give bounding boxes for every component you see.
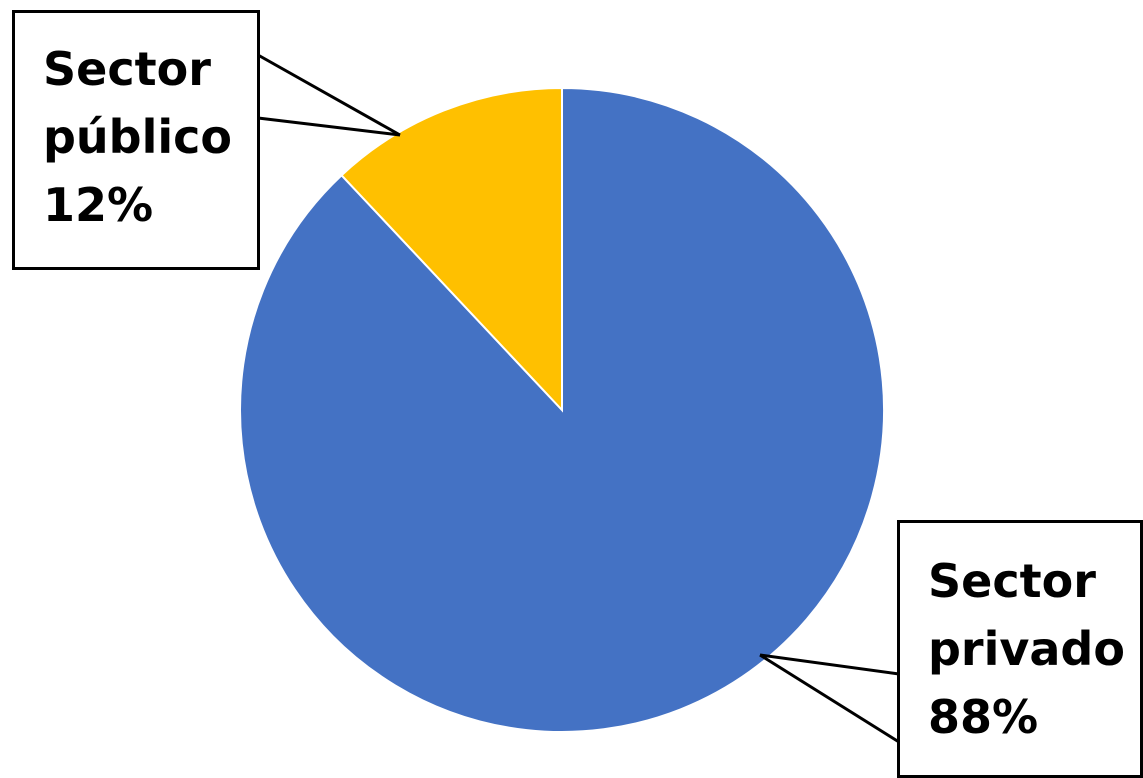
pie-slice-publico <box>340 86 563 413</box>
data-label-privado-percent: 88% <box>928 690 1039 744</box>
leader-lines <box>257 53 900 744</box>
data-label-sector-publico: Sector público 12% <box>12 10 260 270</box>
data-label-publico-percent: 12% <box>43 178 154 232</box>
data-label-privado-line2: privado <box>928 622 1125 676</box>
pie-slices <box>239 86 885 733</box>
data-label-publico-line1: Sector <box>43 42 211 96</box>
leader-line-publico <box>257 116 401 137</box>
leader-line-publico-top <box>257 53 401 137</box>
data-label-publico-line2: público <box>43 110 233 164</box>
data-label-privado-line1: Sector <box>928 554 1096 608</box>
leader-line-privado-bottom <box>759 653 900 744</box>
leader-line-privado <box>759 653 900 676</box>
data-label-sector-privado: Sector privado 88% <box>897 520 1143 778</box>
